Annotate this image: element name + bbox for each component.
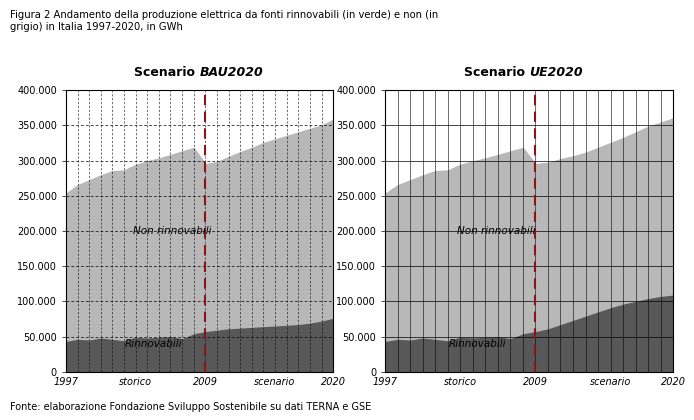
Text: Non rinnovabili: Non rinnovabili <box>457 226 536 236</box>
Text: Figura 2 Andamento della produzione elettrica da fonti rinnovabili (in verde) e : Figura 2 Andamento della produzione elet… <box>10 10 439 32</box>
Text: Rinnovabili: Rinnovabili <box>125 339 183 349</box>
Text: BAU2020: BAU2020 <box>200 66 263 79</box>
Text: Scenario: Scenario <box>134 66 200 79</box>
Text: Fonte: elaborazione Fondazione Sviluppo Sostenibile su dati TERNA e GSE: Fonte: elaborazione Fondazione Sviluppo … <box>10 402 372 412</box>
Text: UE2020: UE2020 <box>529 66 583 79</box>
Text: Rinnovabili: Rinnovabili <box>448 339 506 349</box>
Text: Scenario: Scenario <box>464 66 529 79</box>
Text: Non rinnovabili: Non rinnovabili <box>133 226 211 236</box>
